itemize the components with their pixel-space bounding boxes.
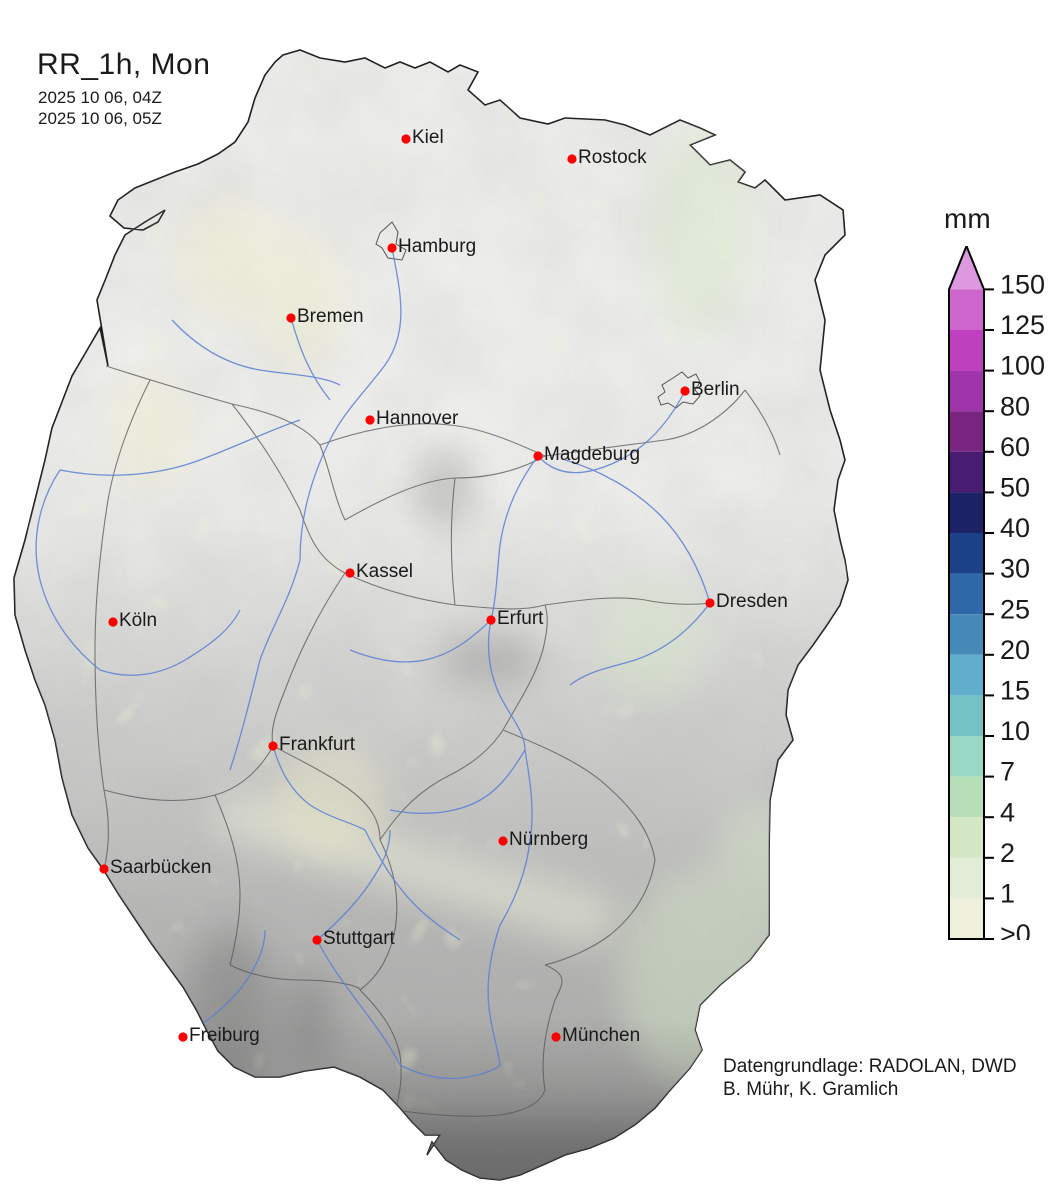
svg-text:20: 20 xyxy=(1000,635,1030,665)
svg-text:30: 30 xyxy=(1000,554,1030,584)
svg-text:10: 10 xyxy=(1000,716,1030,746)
svg-text:80: 80 xyxy=(1000,391,1030,421)
svg-text:7: 7 xyxy=(1000,757,1015,787)
svg-text:60: 60 xyxy=(1000,432,1030,462)
svg-text:2: 2 xyxy=(1000,838,1015,868)
svg-text:4: 4 xyxy=(1000,797,1015,827)
svg-text:15: 15 xyxy=(1000,676,1030,706)
svg-text:50: 50 xyxy=(1000,473,1030,503)
svg-text:40: 40 xyxy=(1000,513,1030,543)
svg-text:1: 1 xyxy=(1000,879,1015,909)
svg-text:150: 150 xyxy=(1000,270,1045,300)
svg-text:25: 25 xyxy=(1000,594,1030,624)
svg-text:>0: >0 xyxy=(1000,919,1031,940)
svg-text:125: 125 xyxy=(1000,310,1045,340)
svg-text:100: 100 xyxy=(1000,351,1045,381)
